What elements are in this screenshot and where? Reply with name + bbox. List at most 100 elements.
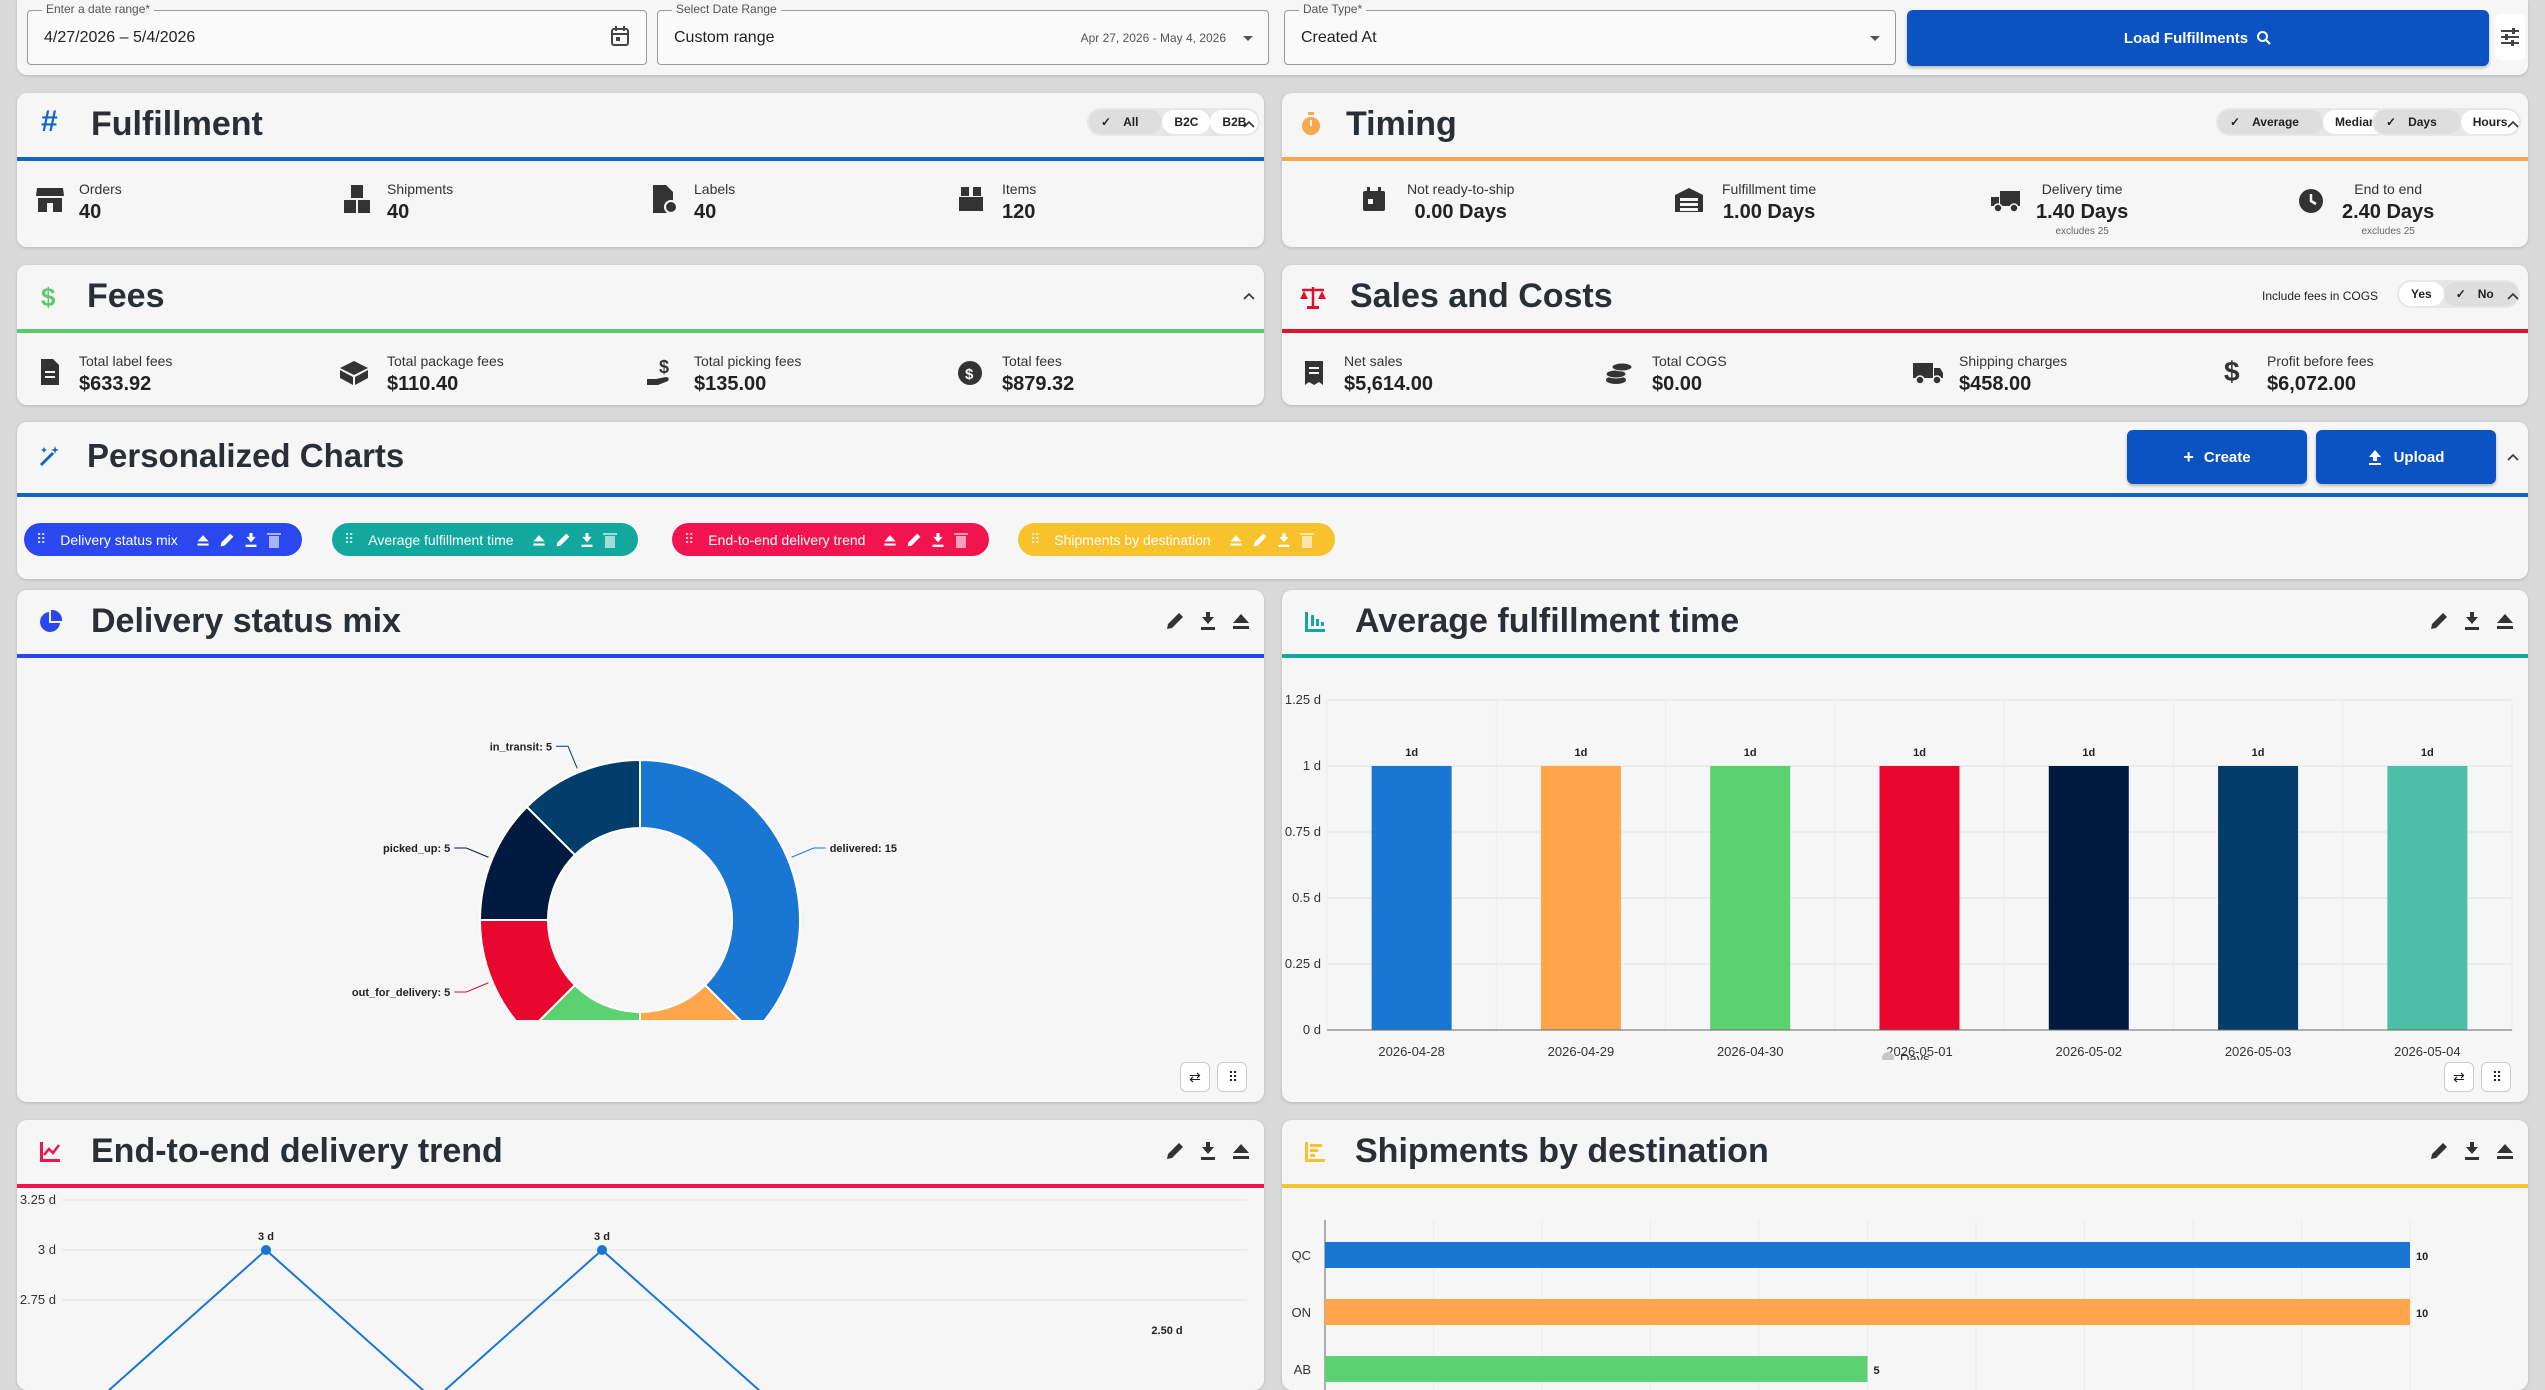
average-option[interactable]: ✓ Average (2218, 110, 2323, 134)
download-icon[interactable] (580, 532, 594, 548)
hours-option[interactable]: Hours (2460, 110, 2520, 134)
bar-value-label: 1d (1744, 747, 1757, 759)
date-range-field[interactable]: Enter a date range* 4/27/2026 – 5/4/2026 (27, 2, 647, 65)
eject-icon[interactable] (2495, 611, 2515, 631)
bar-chart-icon (1305, 612, 1325, 632)
y-tick-label: 3.25 d (20, 1192, 56, 1207)
bar (1540, 766, 1621, 1030)
shipping-charges-stat: Shipping charges $458.00 (1959, 353, 2068, 395)
donut-leader-line (454, 982, 489, 993)
edit-icon[interactable] (1165, 611, 1185, 631)
drag-handle-icon[interactable]: ⠿ (684, 531, 694, 547)
cogs-yes-option[interactable]: Yes (2399, 282, 2444, 306)
drag-handle-button[interactable]: ⠿ (2481, 1062, 2511, 1092)
bar (1879, 766, 1960, 1030)
chip-label: Shipments by destination (1054, 531, 1211, 548)
trash-icon[interactable] (954, 532, 969, 548)
edit-icon[interactable] (1165, 1141, 1185, 1161)
bar-value-label: 1d (1575, 747, 1588, 759)
cogs-label: Include fees in COGS (2262, 289, 2379, 303)
days-option[interactable]: ✓ Days (2374, 110, 2461, 134)
chart-chip[interactable]: ⠿ Average fulfillment time (332, 523, 638, 556)
date-type-dropdown[interactable]: Date Type* Created At (1284, 2, 1896, 65)
eject-icon[interactable] (2495, 1141, 2515, 1161)
edit-icon[interactable] (906, 532, 922, 548)
eject-icon[interactable] (1231, 611, 1251, 631)
trash-icon[interactable] (1299, 532, 1314, 548)
edit-icon[interactable] (2429, 611, 2449, 631)
timing-title: Timing (1346, 105, 1457, 143)
drag-handle-icon[interactable]: ⠿ (1030, 531, 1040, 547)
edit-icon[interactable] (1252, 532, 1268, 548)
download-icon[interactable] (2463, 611, 2481, 631)
y-tick-label: ON (1292, 1305, 1312, 1320)
upload-chart-button[interactable]: Upload (2316, 430, 2496, 484)
load-fulfillments-button[interactable]: Load Fulfillments (1907, 10, 2489, 66)
bar-value-label: 1d (2252, 747, 2265, 759)
data-point-label: 3 d (594, 1231, 610, 1243)
drag-handle-button[interactable]: ⠿ (1217, 1062, 1247, 1092)
drag-handle-icon[interactable]: ⠿ (344, 531, 354, 547)
line-chart-icon (40, 1142, 60, 1162)
destination-chart: QC 10 ON 10 AB 5 (1292, 1220, 2428, 1390)
filter-all[interactable]: ✓ All (1089, 110, 1163, 134)
collapse-icon[interactable] (1243, 292, 1255, 300)
edit-icon[interactable] (555, 532, 571, 548)
download-icon[interactable] (244, 532, 258, 548)
swap-axes-button[interactable]: ⇄ (1180, 1062, 1210, 1092)
collapse-icon[interactable] (2507, 453, 2519, 461)
x-tick-label: 2026-04-28 (1378, 1044, 1445, 1059)
bar (1325, 1356, 1868, 1382)
download-icon[interactable] (2463, 1141, 2481, 1161)
donut-leader-line (791, 847, 826, 858)
fulfillment-time-stat: Fulfillment time 1.00 Days (1722, 181, 1817, 223)
edit-icon[interactable] (219, 532, 235, 548)
eject-icon[interactable] (1231, 1141, 1251, 1161)
bar (1325, 1299, 2410, 1325)
chip-label: End-to-end delivery trend (708, 531, 866, 548)
eject-icon[interactable] (883, 533, 897, 547)
chart-chip[interactable]: ⠿ End-to-end delivery trend (672, 523, 990, 556)
calendar-icon[interactable] (610, 25, 630, 47)
cogs-no-option[interactable]: ✓ No (2443, 282, 2518, 306)
download-icon[interactable] (1277, 532, 1291, 548)
chart-chip[interactable]: ⠿ Shipments by destination (1018, 523, 1335, 556)
y-tick-label: 1.25 d (1285, 692, 1321, 707)
date-start[interactable]: 4/27/2026 (44, 29, 116, 46)
eject-icon[interactable] (532, 533, 546, 547)
eject-icon[interactable] (1229, 533, 1243, 547)
trash-icon[interactable] (266, 532, 281, 548)
eject-icon[interactable] (196, 533, 210, 547)
collapse-icon[interactable] (2507, 292, 2519, 300)
x-tick-label: 2026-04-29 (1548, 1044, 1615, 1059)
chart-chip[interactable]: ⠿ Delivery status mix (24, 523, 302, 556)
filter-settings-button[interactable] (2495, 14, 2525, 60)
download-icon[interactable] (1199, 611, 1217, 631)
delivery-status-chart: delivered: 15delivery_delayed: 5on_hold:… (352, 741, 897, 1020)
select-range-dropdown[interactable]: Select Date Range Custom range Apr 27, 2… (657, 2, 1269, 65)
upload-icon (2368, 450, 2381, 465)
swap-axes-button[interactable]: ⇄ (2444, 1062, 2474, 1092)
package-fees-stat: Total package fees $110.40 (387, 353, 504, 395)
drag-handle-icon[interactable]: ⠿ (36, 531, 46, 547)
bar (1710, 766, 1791, 1030)
edit-icon[interactable] (2429, 1141, 2449, 1161)
download-icon[interactable] (931, 532, 945, 548)
hash-icon: # (41, 105, 58, 138)
collapse-icon[interactable] (1243, 120, 1255, 128)
delivery-status-divider (17, 654, 1264, 658)
fees-card: $ Fees Total label fees $633.92 Total pa… (17, 265, 1264, 405)
filter-b2b[interactable]: B2B (1210, 110, 1259, 134)
y-tick-label: 0.25 d (1285, 956, 1321, 971)
trash-icon[interactable] (602, 532, 617, 548)
destination-title: Shipments by destination (1355, 1132, 1769, 1170)
dollar-icon: $ (2224, 356, 2240, 387)
date-end[interactable]: 5/4/2026 (133, 29, 196, 46)
filter-b2c[interactable]: B2C (1162, 110, 1211, 134)
truck-icon (1913, 363, 1943, 385)
y-tick-label: 2.75 d (20, 1292, 56, 1307)
collapse-icon[interactable] (2507, 120, 2519, 128)
download-icon[interactable] (1199, 1141, 1217, 1161)
create-chart-button[interactable]: + Create (2127, 430, 2307, 484)
